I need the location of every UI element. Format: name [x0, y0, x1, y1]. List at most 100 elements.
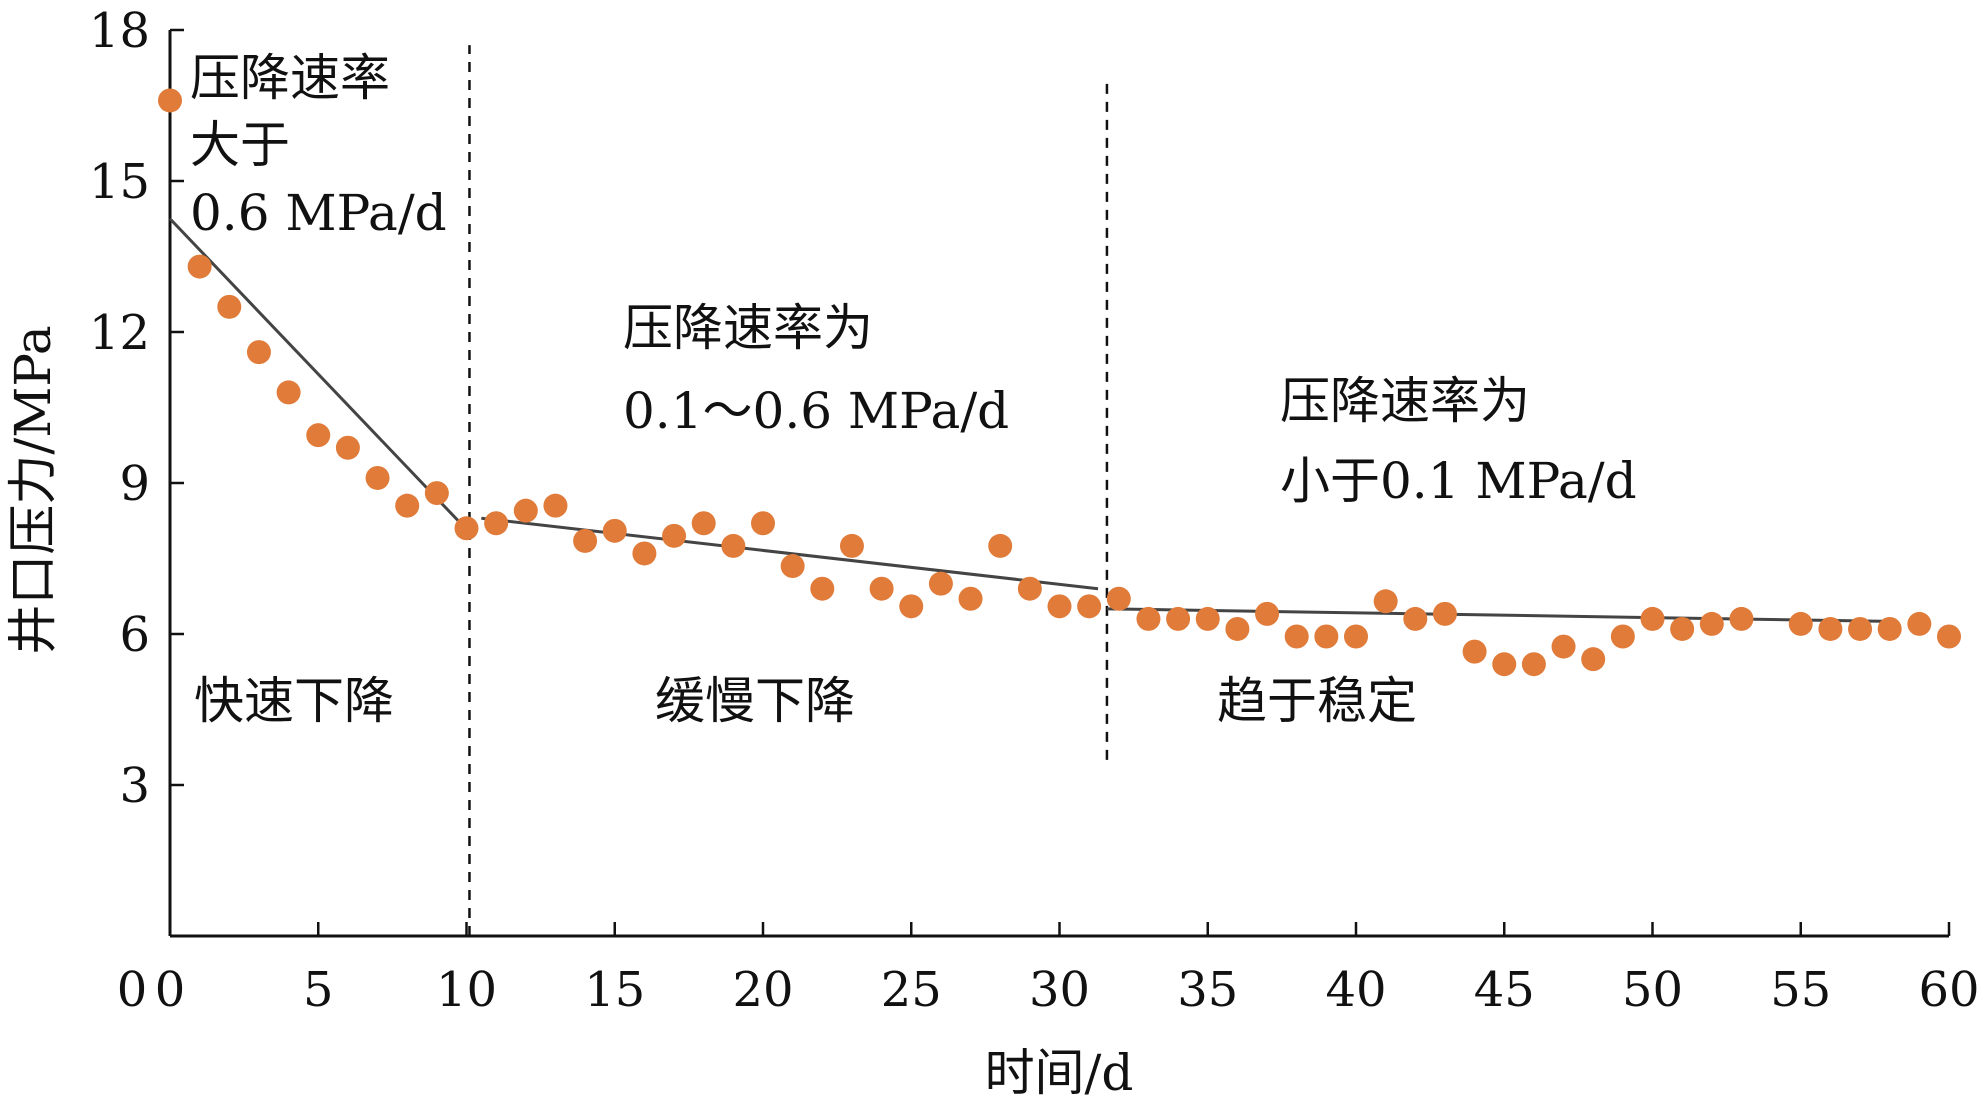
data-point	[484, 511, 509, 536]
x-tick-label: 5	[303, 962, 334, 1018]
data-point	[632, 541, 657, 566]
data-point	[1284, 624, 1309, 649]
data-point	[869, 576, 894, 601]
x-tick-label: 45	[1474, 962, 1535, 1018]
data-point	[573, 528, 598, 553]
data-point	[1729, 606, 1754, 631]
stage1-rate-line1: 压降速率	[190, 49, 390, 107]
origin-label: 0	[117, 962, 148, 1018]
stage1-rate-line3: 0.6 MPa/d	[190, 184, 447, 242]
y-tick-label: 15	[89, 154, 150, 210]
x-tick-label: 25	[881, 962, 942, 1018]
data-point	[958, 586, 983, 611]
data-point	[691, 511, 716, 536]
stage-annotations: 压降速率 大于 0.6 MPa/d 压降速率为 0.1～0.6 MPa/d 压降…	[190, 49, 1637, 730]
data-point	[1818, 616, 1843, 641]
data-point	[662, 523, 687, 548]
stage3-name: 趋于稳定	[1217, 672, 1417, 730]
data-point	[1610, 624, 1635, 649]
y-tick-label: 6	[119, 607, 150, 663]
data-point	[1255, 601, 1280, 626]
x-tick-label: 50	[1622, 962, 1683, 1018]
stage2-rate-line2: 0.1～0.6 MPa/d	[623, 382, 1009, 440]
data-point	[899, 594, 924, 619]
y-tick-label: 12	[89, 305, 150, 361]
data-point	[1937, 624, 1961, 649]
x-tick-label: 40	[1325, 962, 1386, 1018]
stage2-name: 缓慢下降	[655, 672, 855, 730]
data-point	[1788, 611, 1813, 636]
stage3-rate-line1: 压降速率为	[1280, 372, 1530, 430]
x-tick-label: 35	[1177, 962, 1238, 1018]
y-ticks: 3 6 9 12 15 18 0	[89, 3, 184, 1018]
data-point	[1373, 589, 1398, 614]
data-point	[1403, 606, 1428, 631]
data-point	[217, 294, 242, 319]
stage2-rate-line1: 压降速率为	[623, 299, 873, 357]
trend-line	[1106, 607, 1890, 623]
data-point	[751, 511, 775, 536]
data-point	[1848, 616, 1873, 641]
x-tick-label: 60	[1918, 962, 1979, 1018]
stage3-rate-line2: 小于0.1 MPa/d	[1280, 452, 1637, 510]
data-point	[1136, 606, 1161, 631]
data-point	[1877, 616, 1902, 641]
data-point	[1314, 624, 1339, 649]
data-point	[928, 571, 953, 596]
data-point	[1462, 639, 1487, 664]
y-tick-label: 9	[119, 456, 150, 512]
data-points	[158, 88, 1961, 677]
data-point	[1907, 611, 1932, 636]
data-point	[513, 498, 538, 523]
stage1-rate-line2: 大于	[190, 116, 290, 174]
data-point	[1106, 586, 1131, 611]
data-point	[1670, 616, 1695, 641]
data-point	[988, 533, 1013, 558]
data-point	[306, 423, 331, 448]
x-tick-label: 10	[436, 962, 497, 1018]
data-point	[1492, 652, 1517, 677]
x-tick-label: 15	[584, 962, 645, 1018]
data-point	[602, 518, 627, 543]
stage-dividers	[468, 45, 1109, 936]
data-point	[424, 481, 449, 506]
data-point	[1344, 624, 1368, 649]
x-tick-label: 55	[1770, 962, 1831, 1018]
data-point	[1195, 606, 1220, 631]
x-axis-title: 时间/d	[985, 1044, 1134, 1102]
x-tick-label: 0	[155, 962, 186, 1018]
x-ticks: 0 5 10 15 20 25 30 35 40 45 50 55 60	[155, 922, 1980, 1018]
data-point	[1047, 594, 1072, 619]
data-point	[1017, 576, 1042, 601]
data-point	[365, 465, 390, 490]
data-point	[187, 254, 212, 279]
trend-lines	[168, 217, 1890, 623]
x-tick-label: 30	[1029, 962, 1090, 1018]
data-point	[454, 516, 479, 541]
data-point	[1225, 616, 1250, 641]
data-point	[810, 576, 835, 601]
data-point	[1581, 647, 1606, 672]
data-point	[1640, 606, 1665, 631]
data-point	[721, 533, 746, 558]
x-tick-label: 20	[732, 962, 793, 1018]
stage1-name: 快速下降	[194, 672, 394, 730]
data-point	[1551, 634, 1576, 659]
data-point	[1521, 652, 1546, 677]
data-point	[543, 493, 568, 518]
data-point	[1077, 594, 1102, 619]
data-point	[246, 340, 271, 365]
data-point	[1432, 601, 1457, 626]
data-point	[276, 380, 301, 405]
data-point	[395, 493, 420, 518]
data-point	[1699, 611, 1724, 636]
y-axis-title: 井口压力/MPa	[4, 325, 62, 654]
data-point	[158, 88, 182, 113]
y-tick-label: 3	[119, 758, 150, 814]
data-point	[335, 435, 360, 460]
data-point	[1166, 606, 1191, 631]
trend-line	[168, 217, 462, 525]
data-point	[780, 554, 805, 579]
data-point	[839, 533, 864, 558]
